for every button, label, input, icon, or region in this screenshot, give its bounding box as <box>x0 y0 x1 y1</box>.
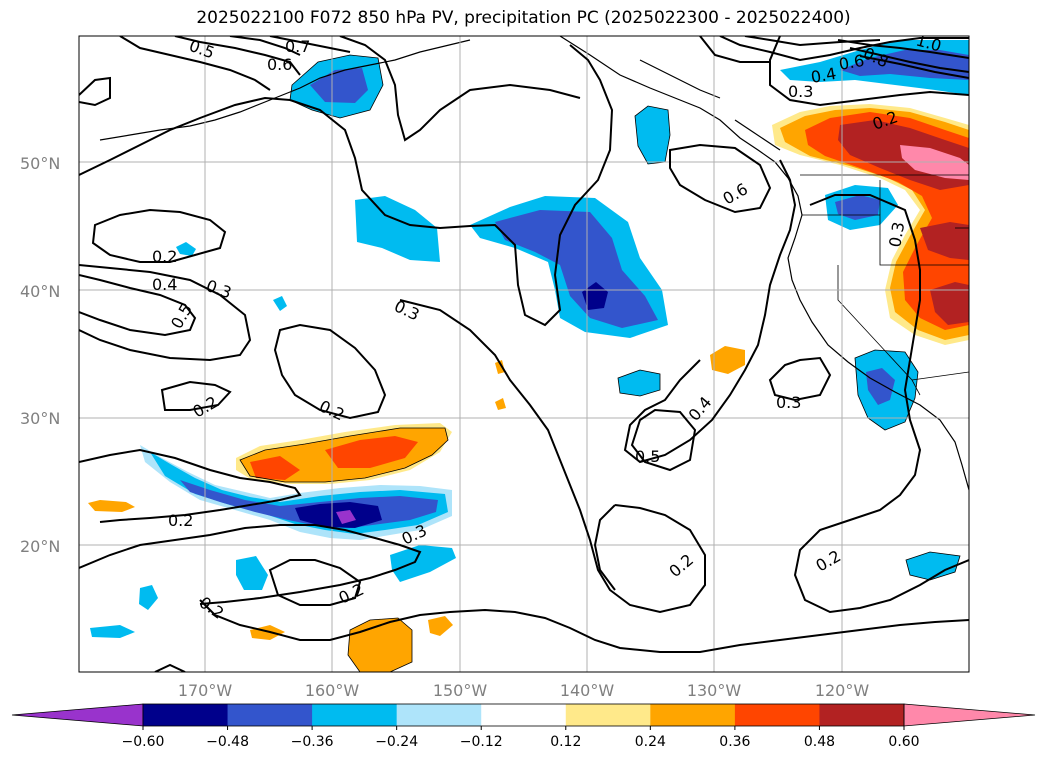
colorbar-segment <box>227 704 313 726</box>
political-borders <box>800 174 969 396</box>
contour-label: 0.3 <box>788 82 813 101</box>
latitude-labels: 50°N 40°N 30°N 20°N <box>20 154 60 556</box>
map-frame <box>78 35 970 673</box>
pv-contours <box>79 36 969 672</box>
lat-label: 40°N <box>20 282 60 301</box>
contour-label: 0.5 <box>635 447 660 466</box>
colorbar-tick-label: 0.48 <box>804 734 835 750</box>
lat-label: 20°N <box>20 537 60 556</box>
colorbar-frame <box>142 703 905 727</box>
colorbar-tick-label: −0.24 <box>375 734 418 750</box>
contour-label: 0.6 <box>837 51 865 74</box>
colorbar-extend-high <box>903 703 1036 727</box>
lat-label: 50°N <box>20 154 60 173</box>
gridlines <box>79 36 969 672</box>
precip-outlines <box>239 54 961 672</box>
colorbar-segment <box>312 704 398 726</box>
colorbar-segment <box>396 704 482 726</box>
colorbar-segment <box>565 704 651 726</box>
colorbar: −0.60 −0.48 −0.36 −0.24 −0.12 0.12 0.24 0.36 0.4… <box>11 703 1036 750</box>
lon-label: 170°W <box>178 681 233 700</box>
colorbar-tick-label: 0.36 <box>719 734 750 750</box>
lon-label: 120°W <box>815 681 870 700</box>
contour-label: 0.2 <box>152 247 177 266</box>
colorbar-segment <box>819 704 905 726</box>
colorbar-tick-label: −0.48 <box>206 734 249 750</box>
lat-label: 30°N <box>20 409 60 428</box>
colorbar-segment <box>481 704 567 726</box>
map-content: 0.5 0.7 0.6 0.2 0.4 0.3 0.5 0.3 0.2 0.2 … <box>79 31 969 672</box>
colorbar-segment <box>650 704 736 726</box>
lon-label: 150°W <box>433 681 488 700</box>
lon-label: 130°W <box>687 681 742 700</box>
map-title: 2025022100 F072 850 hPa PV, precipitatio… <box>196 8 851 28</box>
colorbar-tick-label: 0.60 <box>888 734 919 750</box>
colorbar-tick-label: −0.36 <box>291 734 334 750</box>
contour-label: 0.3 <box>885 220 908 248</box>
lon-label: 140°W <box>560 681 615 700</box>
contour-label: 1.0 <box>914 31 944 56</box>
coastlines <box>99 36 969 491</box>
colorbar-segment <box>734 704 820 726</box>
colorbar-tick-label: −0.12 <box>460 734 503 750</box>
longitude-labels: 170°W 160°W 150°W 140°W 130°W 120°W <box>178 681 870 700</box>
contour-label: 0.3 <box>776 393 801 412</box>
contour-label: 0.7 <box>285 37 310 56</box>
colorbar-extend-low <box>11 703 144 727</box>
contour-label: 0.6 <box>267 55 292 74</box>
colorbar-tick-label: −0.60 <box>122 734 165 750</box>
lon-label: 160°W <box>305 681 360 700</box>
contour-label: 0.2 <box>168 511 193 530</box>
colorbar-segment <box>143 704 229 726</box>
colorbar-tick-label: 0.12 <box>550 734 581 750</box>
contour-label: 0.4 <box>809 64 837 87</box>
contour-label: 0.4 <box>152 275 177 294</box>
colorbar-tick-label: 0.24 <box>635 734 666 750</box>
